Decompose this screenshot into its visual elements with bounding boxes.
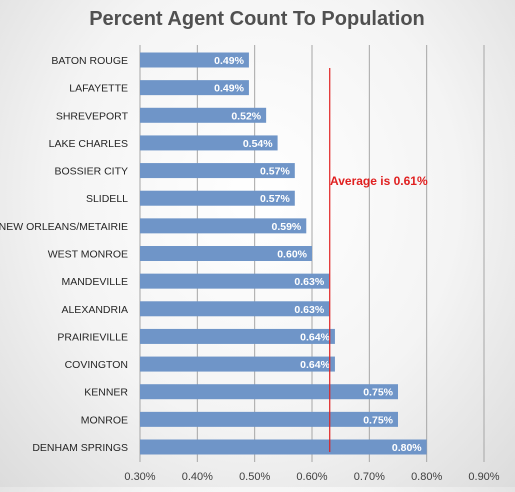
bar (140, 190, 295, 206)
bar (140, 328, 335, 344)
bar (140, 301, 330, 317)
data-label: 0.54% (243, 138, 273, 150)
category-label: ALEXANDRIA (61, 304, 128, 316)
category-label: MANDEVILLE (61, 276, 128, 288)
category-label: COVINGTON (65, 359, 128, 371)
x-tick-label: 0.30% (124, 471, 155, 483)
x-tick-label: 0.40% (182, 471, 213, 483)
category-label: NEW ORLEANS/METAIRIE (0, 221, 128, 233)
data-label: 0.75% (363, 414, 393, 426)
data-label: 0.52% (231, 110, 261, 122)
average-label: Average is 0.61% (330, 174, 428, 188)
data-label: 0.49% (214, 55, 244, 67)
bar (140, 80, 249, 96)
category-label: SLIDELL (86, 193, 128, 205)
bar (140, 107, 267, 123)
category-label: KENNER (84, 387, 128, 399)
data-label: 0.59% (271, 221, 301, 233)
bar (140, 246, 312, 261)
bar (140, 439, 427, 455)
x-tick-label: 0.70% (354, 471, 385, 483)
bars (140, 52, 427, 455)
bar (140, 163, 295, 179)
data-label: 0.63% (294, 304, 324, 316)
x-tick-label: 0.50% (239, 471, 270, 483)
data-label: 0.49% (214, 83, 244, 95)
category-label: PRAIRIEVILLE (57, 331, 128, 343)
category-labels: BATON ROUGE LAFAYETTE SHREVEPORT LAKE CHARL… (0, 55, 129, 454)
data-label: 0.80% (392, 442, 422, 454)
category-label: LAKE CHARLES (49, 138, 128, 150)
chart-title: Percent Agent Count To Population (89, 8, 425, 30)
bar (140, 356, 335, 372)
bar (140, 273, 330, 289)
bar (140, 135, 278, 151)
data-label: 0.75% (363, 387, 393, 399)
x-tick-label: 0.60% (296, 471, 327, 483)
category-label: MONROE (81, 414, 128, 426)
category-label: WEST MONROE (48, 249, 128, 261)
data-labels: 0.49% 0.49% 0.52% 0.54% 0.57% 0.57% 0.59% 0.60%… (214, 55, 422, 454)
data-label: 0.64% (300, 331, 330, 343)
bar (140, 218, 307, 234)
data-label: 0.60% (277, 249, 307, 261)
bar (140, 411, 398, 427)
category-label: LAFAYETTE (69, 83, 128, 95)
data-label: 0.57% (260, 193, 290, 205)
x-tick-label: 0.80% (411, 471, 442, 483)
x-tick-label: 0.90% (468, 471, 499, 483)
data-label: 0.57% (260, 166, 290, 178)
category-label: SHREVEPORT (56, 110, 129, 122)
data-label: 0.64% (300, 359, 330, 371)
bar (140, 52, 249, 68)
category-label: DENHAM SPRINGS (32, 442, 128, 454)
data-label: 0.63% (294, 276, 324, 288)
category-label: BATON ROUGE (51, 55, 128, 67)
category-label: BOSSIER CITY (54, 166, 128, 178)
bar (140, 384, 398, 400)
x-axis-tick-labels: 0.30% 0.40% 0.50% 0.60% 0.70% 0.80% 0.90% (124, 471, 499, 483)
